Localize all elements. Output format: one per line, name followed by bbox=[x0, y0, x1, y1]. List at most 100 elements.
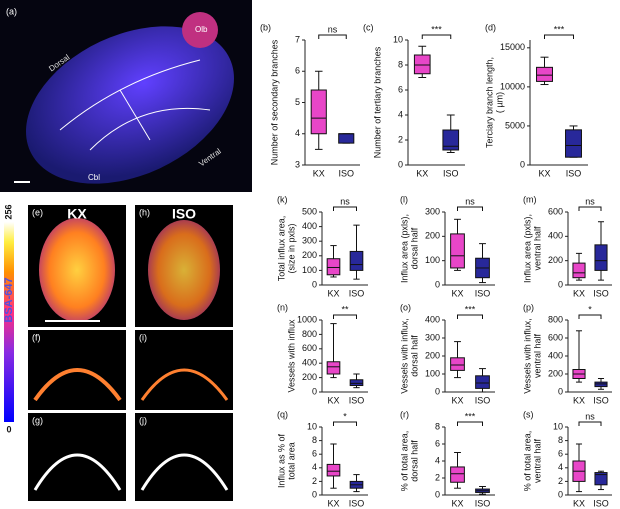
y-axis-label: Total influx area, bbox=[276, 216, 286, 282]
x-tick-label: ISO bbox=[475, 498, 491, 508]
y-tick-label: 200 bbox=[302, 250, 317, 260]
x-tick-label: KX bbox=[573, 498, 585, 508]
significance-bracket bbox=[333, 206, 357, 211]
y-tick-label: 200 bbox=[548, 255, 563, 265]
image-label: Olb bbox=[195, 25, 208, 34]
significance: ns bbox=[465, 196, 475, 206]
image-label: Cbl bbox=[88, 173, 100, 182]
y-axis-label: Vessels with influx bbox=[286, 319, 296, 393]
panel-label: (f) bbox=[32, 332, 41, 342]
panel-label: (c) bbox=[363, 22, 374, 32]
colorbar-max: 256 bbox=[3, 204, 13, 219]
y-tick-label: 800 bbox=[548, 314, 563, 324]
brain bbox=[39, 218, 115, 322]
y-axis-label: Influx area (pxls), bbox=[522, 214, 532, 283]
y-tick-label: 6 bbox=[312, 449, 317, 459]
x-tick-label: KX bbox=[451, 288, 463, 298]
y-tick-label: 4 bbox=[295, 128, 300, 138]
panel-label: (l) bbox=[400, 194, 408, 204]
box bbox=[413, 54, 431, 75]
panel-label: (p) bbox=[523, 302, 534, 312]
box bbox=[326, 258, 341, 276]
significance-bracket bbox=[578, 314, 602, 319]
x-tick-label: KX bbox=[573, 395, 585, 405]
vessel-network bbox=[26, 26, 234, 184]
y-tick-label: 10000 bbox=[500, 81, 525, 91]
significance-bracket bbox=[318, 34, 347, 39]
panel-label: (r) bbox=[400, 409, 409, 419]
significance-bracket bbox=[457, 206, 483, 211]
panel-label: (b) bbox=[260, 22, 271, 32]
box bbox=[349, 379, 364, 387]
image-title: KX bbox=[67, 206, 87, 222]
x-tick-label: KX bbox=[451, 395, 463, 405]
y-tick-label: 1000 bbox=[297, 314, 317, 324]
y-tick-label: 7 bbox=[295, 34, 300, 44]
y-tick-label: 200 bbox=[425, 350, 440, 360]
box bbox=[326, 463, 341, 477]
y-tick-label: 300 bbox=[425, 332, 440, 342]
y-axis-label: Number of secondary branches bbox=[269, 39, 279, 165]
y-tick-label: 0 bbox=[558, 279, 563, 289]
box bbox=[450, 357, 465, 371]
panel-label: (k) bbox=[277, 194, 288, 204]
x-tick-label: KX bbox=[327, 498, 339, 508]
olfactory-bulb bbox=[182, 12, 218, 48]
y-axis-label: (size in pxls) bbox=[286, 223, 296, 273]
significance: ns bbox=[328, 24, 338, 34]
significance: *** bbox=[465, 304, 476, 314]
y-tick-label: 2 bbox=[312, 476, 317, 486]
y-tick-label: 6 bbox=[558, 449, 563, 459]
y-tick-label: 0 bbox=[312, 489, 317, 499]
y-tick-label: 0 bbox=[435, 279, 440, 289]
panel-label: (n) bbox=[277, 302, 288, 312]
y-tick-label: 6 bbox=[295, 66, 300, 76]
y-axis-label: ventral half bbox=[532, 333, 542, 378]
colorbar bbox=[4, 222, 14, 422]
panel-label: (e) bbox=[32, 207, 43, 217]
y-axis-label: % of total area, bbox=[522, 431, 532, 492]
y-axis-label: Vessels with influx, bbox=[399, 318, 409, 394]
y-tick-label: 100 bbox=[425, 368, 440, 378]
panel-label: (q) bbox=[277, 409, 288, 419]
box bbox=[310, 89, 327, 135]
y-tick-label: 8 bbox=[558, 435, 563, 445]
significance-bracket bbox=[578, 421, 602, 426]
box bbox=[442, 129, 460, 151]
significance-bracket bbox=[421, 34, 452, 39]
box bbox=[326, 361, 341, 375]
y-tick-label: 400 bbox=[425, 314, 440, 324]
y-tick-label: 400 bbox=[302, 221, 317, 231]
section-edge bbox=[33, 368, 122, 402]
panel-label: (d) bbox=[485, 22, 496, 32]
x-tick-label: ISO bbox=[593, 288, 609, 298]
box bbox=[594, 472, 608, 486]
y-tick-label: 8 bbox=[312, 435, 317, 445]
y-tick-label: 300 bbox=[302, 236, 317, 246]
x-tick-label: ISO bbox=[475, 395, 491, 405]
x-tick-label: ISO bbox=[593, 395, 609, 405]
significance-bracket bbox=[333, 314, 357, 319]
colorbar-min: 0 bbox=[6, 424, 11, 434]
significance: ns bbox=[340, 196, 350, 206]
y-axis-label: Influx as % of bbox=[276, 433, 286, 488]
image-title: ISO bbox=[172, 206, 196, 222]
y-tick-label: 0 bbox=[558, 489, 563, 499]
significance: ** bbox=[341, 304, 349, 314]
significance: *** bbox=[431, 24, 442, 34]
significance: ns bbox=[585, 196, 595, 206]
x-tick-label: KX bbox=[451, 498, 463, 508]
y-axis-label: Vessels with influx, bbox=[522, 318, 532, 394]
x-tick-label: ISO bbox=[349, 395, 365, 405]
significance: *** bbox=[554, 24, 565, 34]
vessel-trace bbox=[59, 59, 211, 151]
y-tick-label: 0 bbox=[398, 159, 403, 169]
significance: ns bbox=[585, 411, 595, 421]
section-edge bbox=[140, 453, 229, 491]
y-tick-label: 0 bbox=[312, 279, 317, 289]
x-tick-label: ISO bbox=[349, 288, 365, 298]
y-tick-label: 200 bbox=[302, 372, 317, 382]
x-tick-label: KX bbox=[327, 288, 339, 298]
brain bbox=[148, 220, 220, 320]
